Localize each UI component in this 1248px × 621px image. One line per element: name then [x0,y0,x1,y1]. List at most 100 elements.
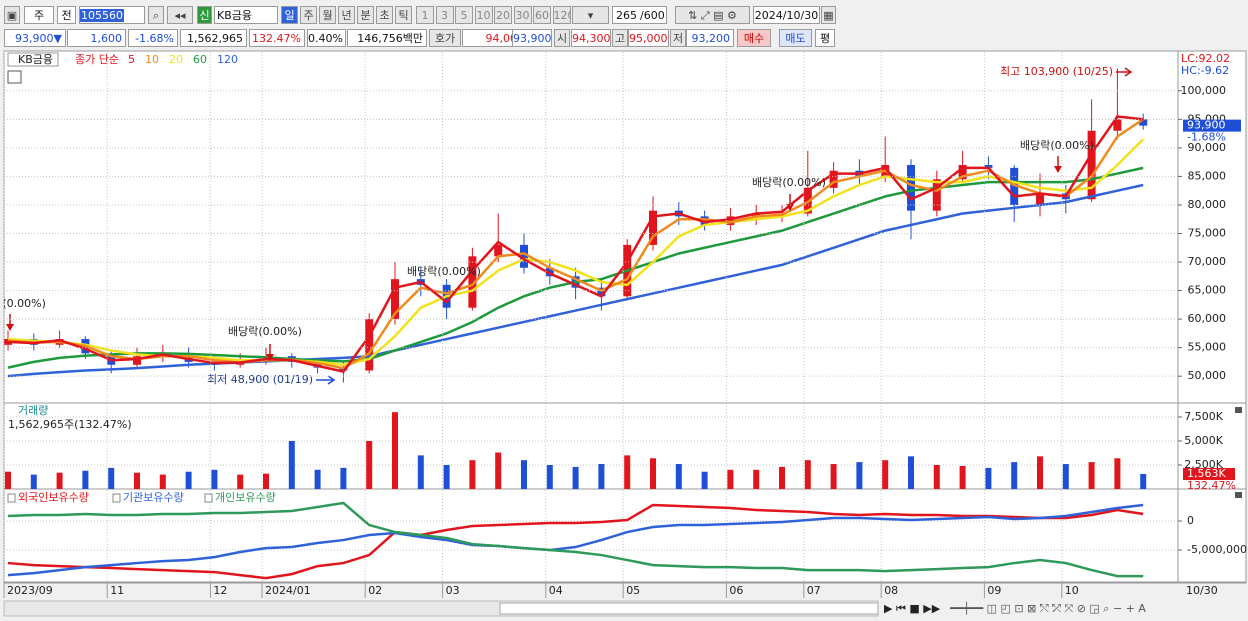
ma-line [7,115,1144,374]
period-button[interactable]: 분 [357,6,374,24]
zoom-tools[interactable]: ━━┿━━ ◫ ◰ ⊡ ⊠ ⤲ ⤱ ⤧ ⊘ ◲ ⌕ − + A [949,601,1146,615]
volume-bar [830,464,837,489]
annotation: 최고 103,900 (10/25) [1000,65,1113,78]
period-button[interactable]: 일 [281,6,298,24]
volume-bar [56,472,63,489]
volume-bar [443,464,450,489]
period-button[interactable]: 60 [533,6,551,24]
date-input[interactable]: 2024/10/30 [753,6,820,24]
volume-bar [701,471,708,489]
last-price-box [1183,119,1241,132]
candle-body [752,213,761,217]
count[interactable]: 265 [612,6,640,24]
last-volume-label: 1,563K [1187,467,1226,480]
candle-body [597,287,606,297]
lower-panels: 2023/09 11 12 2024/01 02 03 04 05 06 07 08 09 10 10/3… [3,52,1247,598]
high: 95,000 [628,29,669,47]
prev-button[interactable]: 전 [57,6,76,24]
volume-bar [1140,473,1147,489]
volume-bar [882,460,889,489]
y-tick-label: 65,000 [1188,284,1227,297]
x-tick-label: 08 [884,584,898,597]
search-button[interactable]: ⌕ [148,6,164,24]
y-tick-label: 85,000 [1188,169,1227,182]
legend-box [7,52,59,67]
volume-bar [185,471,192,489]
candle-body [726,216,735,225]
volume-bar [211,469,218,489]
period-button[interactable]: 30 [513,6,532,24]
volume-bar [1011,462,1018,489]
holding-line [7,501,1144,578]
volume-bar [108,467,115,489]
tool-icons[interactable]: ⇅ ⤢ ▤ ⚙ [675,6,750,24]
sound-button[interactable]: ◂◂ [167,6,193,24]
period-button[interactable]: 월 [319,6,336,24]
period-button[interactable]: 120 [552,6,571,24]
period-button[interactable]: 10 [474,6,493,24]
legend-name: KB금융 [18,53,53,66]
x-tick-label: 10 [1065,584,1079,597]
y-tick-label: 70,000 [1188,255,1227,268]
ma-line [7,166,1144,369]
y-tick-label: 2,500K [1184,458,1223,471]
annotation: 배당락(0.00%) [0,297,46,310]
volume-bar [675,464,682,489]
legend-entry: 외국인보유수량 [18,491,89,504]
volume-bar [134,472,140,489]
menu-icon[interactable]: ▣ [4,6,20,24]
volume-bar [650,458,656,489]
period-button[interactable]: 틱 [395,6,412,24]
period-button[interactable]: 20 [494,6,512,24]
y-tick-label: 60,000 [1188,312,1227,325]
y-tick-label: 75,000 [1188,226,1227,239]
last-change-label: -1.68% [1187,131,1226,144]
period-button[interactable]: 주 [300,6,317,24]
y-tick-label: 55,000 [1188,341,1227,354]
volume: 1,562,965 [180,29,247,47]
candle-body [365,319,374,371]
ask-label: 호가 [429,29,461,47]
code-input[interactable]: 105560 [79,6,145,24]
code-text: 105560 [80,9,124,22]
sell-button[interactable]: 매도 [779,29,812,47]
legend-prefix: 종가 단순 [75,53,119,66]
last-price-label: 93,900 [1187,119,1226,132]
turnover: 0.40% [307,29,346,47]
legend-entry: 5 [128,53,135,66]
period-button[interactable]: 1 [416,6,434,24]
volume-title: 거래량 [18,404,48,417]
period-button[interactable]: 초 [376,6,393,24]
x-tick-label: 2023/09 [7,584,53,597]
legend-icon [7,493,16,503]
x-tick-label: 09 [987,584,1001,597]
period-button[interactable]: 5 [455,6,473,24]
volume-bar [624,455,631,489]
dropdown[interactable]: ▾ [572,6,609,24]
low: 93,200 [686,29,734,47]
period-button[interactable]: 년 [338,6,355,24]
candle-body [700,216,709,225]
candle-body [1113,119,1122,131]
volume-bar [959,465,966,489]
panel-icon [1235,492,1242,498]
x-tick-label: 02 [368,584,382,597]
volume-bar [392,412,398,489]
volume-bar [933,464,940,489]
amount: 146,756백만 [347,29,427,47]
volume-bar [495,452,502,489]
playback-controls[interactable]: ▶ ⏮ ■ ▶▶ [884,602,941,615]
axis-background [1177,50,1247,584]
last-volume-box [1183,467,1235,480]
market-select[interactable]: 주 [24,6,54,24]
candle-body [1036,193,1044,205]
candle-body [907,165,915,211]
legend-entry: 120 [217,53,238,66]
candle-body [829,170,838,188]
x-tick-label: 03 [446,584,460,597]
scroll-thumb[interactable] [499,602,879,615]
period-button[interactable]: 3 [435,6,454,24]
avg-button[interactable]: 평 [815,29,835,47]
calendar-button[interactable]: ▦ [821,6,836,24]
buy-button[interactable]: 매수 [737,29,771,47]
